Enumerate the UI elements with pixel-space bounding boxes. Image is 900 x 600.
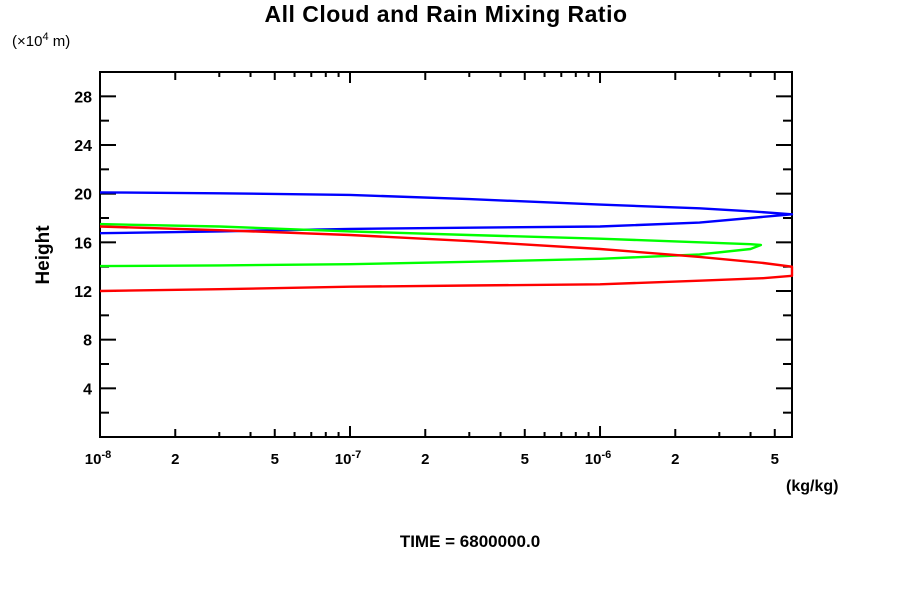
x-tick-label: 10-7 xyxy=(335,449,361,468)
y-tick-label: 28 xyxy=(74,89,92,106)
axis-box xyxy=(99,71,793,438)
x-tick-label: 10-6 xyxy=(585,449,611,468)
y-axis-unit: (×104 m) xyxy=(12,31,70,50)
x-tick-label: 2 xyxy=(671,451,679,468)
y-tick-label: 16 xyxy=(74,235,92,252)
y-unit-exponent: 4 xyxy=(42,31,49,43)
y-unit-pre: (×10 xyxy=(12,33,43,50)
y-tick-label: 12 xyxy=(74,284,92,301)
series-line-red-profile xyxy=(99,225,794,293)
y-unit-post: m) xyxy=(48,33,71,50)
y-tick-label: 24 xyxy=(74,138,92,155)
y-tick-label: 8 xyxy=(83,333,92,350)
x-tick-label: 2 xyxy=(421,451,429,468)
series-line-blue-profile xyxy=(99,191,794,235)
x-tick-label: 5 xyxy=(521,451,529,468)
y-tick-label: 4 xyxy=(83,381,92,398)
chart-title: All Cloud and Rain Mixing Ratio xyxy=(264,1,628,27)
x-tick-label: 2 xyxy=(171,451,179,468)
time-label: TIME = 6800000.0 xyxy=(399,532,541,551)
series-line-green-profile xyxy=(99,222,763,268)
x-tick-label: 10-8 xyxy=(85,449,111,468)
x-axis-unit: (kg/kg) xyxy=(786,478,839,495)
x-tick-label: 5 xyxy=(271,451,279,468)
x-tick-label: 5 xyxy=(771,451,779,468)
y-tick-label: 20 xyxy=(74,187,92,204)
